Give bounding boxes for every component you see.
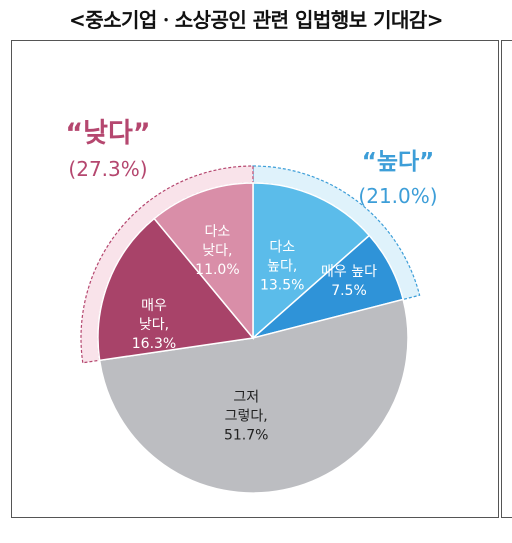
group-label-low: “낮다” (27.3%) (65, 118, 150, 181)
group-label-high: “높다” (21.0%) (358, 149, 437, 208)
slice-label: 매우 높다 7.5% (321, 264, 377, 299)
group-band-high (252, 165, 421, 301)
slice-label: 그저 그렇다, 51.7% (224, 390, 268, 444)
pie-slice (97, 217, 255, 362)
slice-label: 다소 높다, 13.5% (260, 240, 304, 294)
pie-slice (98, 298, 409, 494)
chart-frame (11, 40, 499, 518)
slice-label: 다소 낮다, 11.0% (195, 224, 239, 278)
slice-label: 매우 낮다, 16.3% (132, 298, 176, 352)
chart-title: <중소기업ㆍ소상공인 관련 입법행보 기대감> (68, 8, 444, 32)
pie-slice (252, 182, 371, 340)
pie-slice (153, 182, 254, 341)
adjacent-panel-edge (501, 40, 512, 518)
